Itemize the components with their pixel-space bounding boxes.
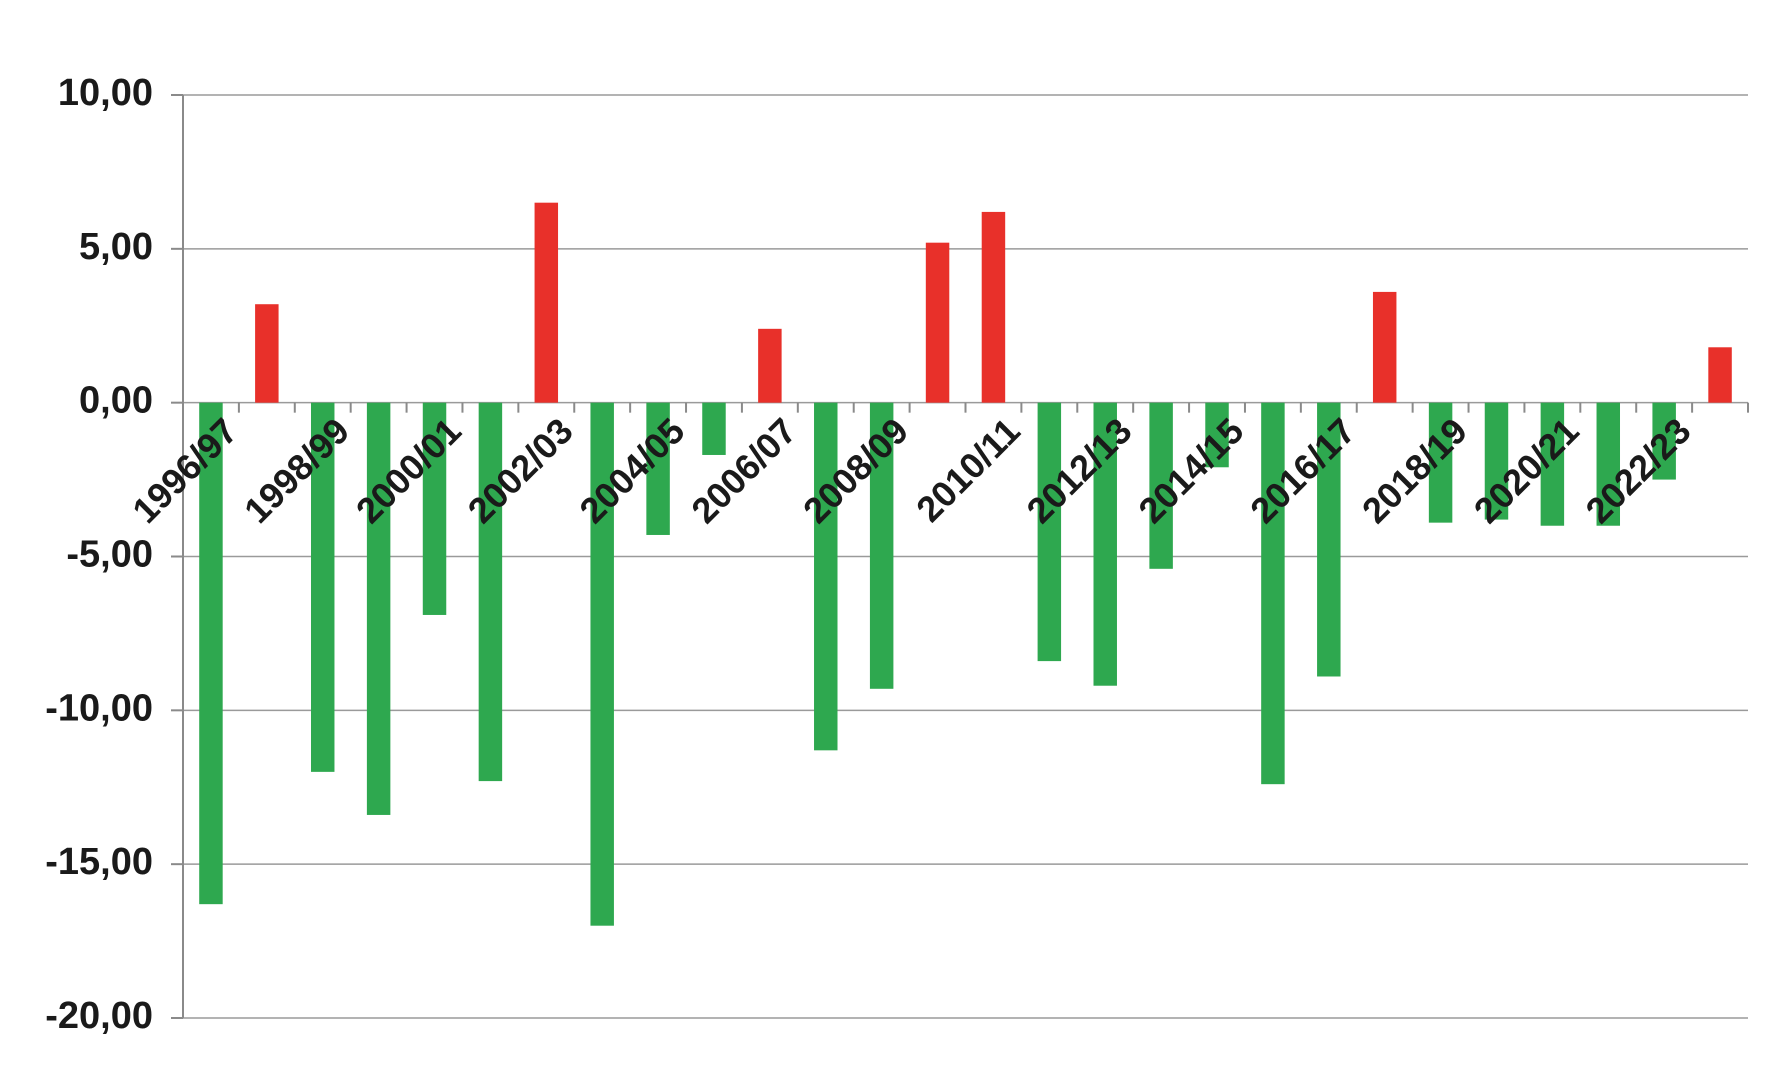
bar (199, 402, 223, 905)
x-tick-label: 2002/03 (460, 410, 581, 531)
bar (869, 402, 894, 689)
bar (366, 402, 391, 815)
y-tick-label: -15,00 (45, 841, 153, 883)
bar (1708, 347, 1732, 403)
bar (1652, 402, 1676, 480)
bar (1261, 402, 1285, 785)
x-tick-label: 2006/07 (683, 410, 804, 531)
y-tick-label: -10,00 (45, 687, 153, 729)
x-tick-label: 2016/17 (1242, 410, 1363, 531)
bar (814, 402, 838, 751)
x-tick-label: 2010/11 (908, 410, 1028, 530)
bar (1596, 402, 1621, 526)
bar (1037, 402, 1062, 662)
bar (1540, 402, 1565, 526)
bar (646, 402, 670, 535)
bar (255, 304, 279, 403)
x-tick-label: 2022/23 (1578, 410, 1699, 531)
bar (925, 242, 950, 403)
bar (1372, 291, 1397, 403)
bar (310, 402, 335, 772)
x-tick-label: 1998/99 (236, 410, 357, 531)
x-tick-label: 2012/13 (1019, 410, 1140, 531)
y-tick-label: -20,00 (45, 995, 153, 1037)
bar (422, 402, 447, 615)
y-tick-label: 5,00 (79, 226, 153, 268)
bar (702, 402, 726, 455)
bar (1428, 402, 1453, 523)
x-tick-label: 2018/19 (1354, 410, 1475, 531)
x-tick-label: 2008/09 (795, 410, 916, 531)
x-tick-label: 2000/01 (348, 410, 469, 531)
bar (1093, 402, 1117, 686)
y-tick-label: -5,00 (66, 534, 153, 576)
x-tick-label: 2014/15 (1130, 410, 1251, 531)
bar (1149, 402, 1173, 569)
bar (758, 328, 782, 403)
x-tick-label: 1996/97 (124, 410, 245, 531)
bar (981, 211, 1006, 403)
bar (534, 202, 559, 403)
y-tick-label: 0,00 (79, 380, 153, 422)
x-tick-label: 2020/21 (1466, 410, 1587, 531)
bar (478, 402, 503, 782)
x-tick-label: 2004/05 (571, 410, 692, 531)
y-tick-label: 10,00 (58, 72, 153, 114)
bar (1317, 402, 1341, 677)
bar (1484, 402, 1509, 520)
bar (1205, 402, 1229, 468)
bar (590, 402, 614, 926)
